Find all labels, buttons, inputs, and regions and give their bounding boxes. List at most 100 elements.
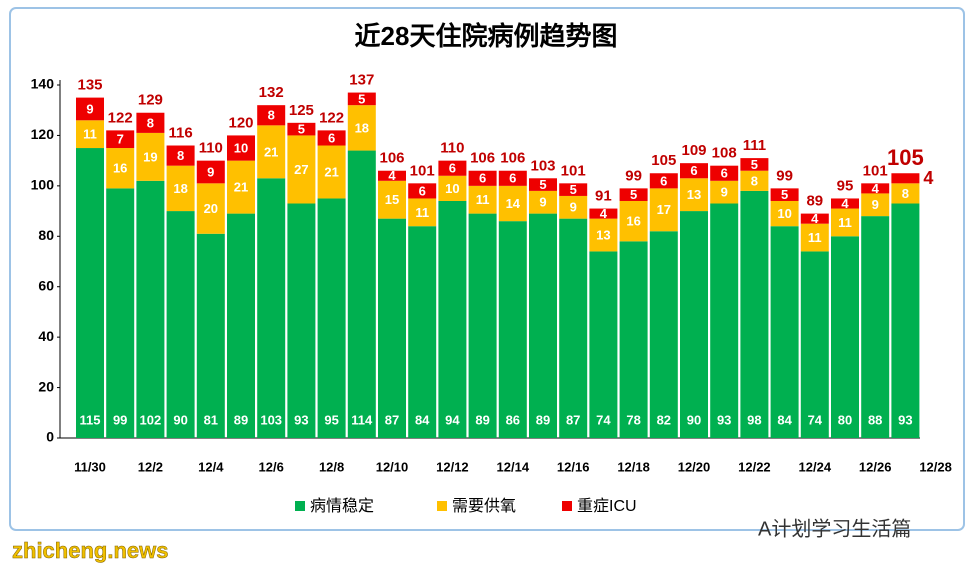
bar-segment — [710, 165, 739, 181]
y-tick-label: 120 — [31, 126, 55, 142]
total-label: 105 — [887, 145, 924, 170]
value-label: 8 — [147, 115, 154, 130]
value-label: 5 — [781, 187, 788, 202]
value-label: 5 — [751, 157, 758, 172]
bar-segment — [166, 165, 195, 212]
value-label: 84 — [415, 412, 430, 427]
bar-segment — [589, 208, 618, 219]
bar-segment — [106, 148, 135, 189]
bar-segment — [861, 183, 890, 194]
y-tick-label: 40 — [38, 328, 54, 344]
bar-segment — [438, 160, 467, 176]
bar-segment — [438, 200, 467, 438]
bar-segment — [227, 160, 255, 214]
value-label: 8 — [751, 173, 758, 188]
value-label: 78 — [626, 412, 640, 427]
bar-segment — [166, 145, 195, 166]
bar-segment — [559, 218, 588, 438]
value-label: 93 — [717, 412, 731, 427]
y-tick-label: 80 — [38, 227, 54, 243]
bar-segment — [76, 97, 104, 121]
bar-segment — [106, 188, 135, 438]
total-label: 89 — [806, 193, 823, 210]
value-label: 103 — [260, 412, 282, 427]
x-tick-label: 12/14 — [497, 459, 530, 474]
bar-segment — [529, 178, 557, 191]
bar-segment — [408, 198, 437, 227]
value-label: 99 — [113, 412, 127, 427]
bar-segment — [196, 233, 225, 438]
bar-segment — [649, 188, 678, 232]
value-label: 80 — [838, 412, 852, 427]
bar-segment — [559, 195, 588, 219]
bar-segment — [257, 178, 286, 439]
bar-segment — [498, 170, 527, 186]
bar-segment — [347, 92, 376, 106]
value-label: 4 — [388, 168, 396, 183]
value-label: 4 — [923, 168, 933, 188]
total-label: 105 — [651, 152, 676, 169]
bar-segment — [529, 190, 557, 214]
value-label: 114 — [351, 412, 373, 427]
bar-segment — [770, 226, 799, 438]
bar-segment — [317, 145, 346, 199]
bar-segment — [106, 130, 135, 149]
value-label: 15 — [385, 192, 399, 207]
value-label: 4 — [811, 211, 819, 226]
x-tick-label: 12/24 — [799, 459, 832, 474]
legend-swatch — [562, 501, 572, 511]
x-tick-label: 12/20 — [678, 459, 711, 474]
bar-segment — [136, 180, 165, 439]
legend-label: 病情稳定 — [310, 497, 374, 515]
watermark: zhicheng.news — [12, 538, 168, 563]
chart-title: 近28天住院病例趋势图 — [355, 21, 618, 51]
x-tick-label: 12/28 — [919, 459, 952, 474]
value-label: 6 — [449, 161, 456, 176]
bar-segment — [800, 213, 829, 224]
y-tick-label: 100 — [31, 177, 55, 193]
value-label: 5 — [298, 122, 305, 137]
value-label: 90 — [687, 412, 701, 427]
value-label: 11 — [808, 230, 822, 245]
total-label: 110 — [199, 140, 223, 157]
value-label: 93 — [898, 412, 912, 427]
value-label: 93 — [294, 412, 308, 427]
value-label: 89 — [234, 412, 248, 427]
value-label: 8 — [268, 108, 275, 123]
value-label: 11 — [83, 127, 97, 142]
bar-segment — [347, 150, 376, 439]
x-tick-label: 12/16 — [557, 459, 590, 474]
bar-segment — [408, 183, 437, 199]
bar-segment — [831, 208, 859, 237]
value-label: 18 — [173, 181, 187, 196]
bar-segment — [196, 183, 225, 234]
value-label: 10 — [777, 206, 791, 221]
value-label: 88 — [868, 412, 882, 427]
value-label: 87 — [566, 412, 580, 427]
x-tick-label: 12/8 — [319, 459, 344, 474]
total-label: 116 — [168, 124, 192, 141]
value-label: 5 — [570, 182, 577, 197]
total-label: 91 — [595, 188, 612, 205]
bar-segment — [770, 188, 799, 201]
bar-segment — [76, 148, 104, 439]
bar-segment — [166, 211, 195, 438]
value-label: 13 — [596, 227, 610, 242]
value-label: 89 — [475, 412, 489, 427]
bar-segment — [710, 203, 739, 438]
legend-label: 需要供氧 — [452, 497, 516, 515]
total-label: 103 — [530, 157, 555, 174]
value-label: 4 — [600, 206, 608, 221]
value-label: 74 — [808, 412, 823, 427]
value-label: 82 — [657, 412, 671, 427]
value-label: 9 — [721, 185, 728, 200]
value-label: 5 — [358, 91, 365, 106]
bar-segment — [649, 231, 678, 438]
bar-segment — [800, 251, 829, 438]
value-label: 6 — [721, 166, 728, 181]
value-label: 6 — [328, 130, 335, 145]
bar-segment — [529, 213, 557, 438]
bar-segment — [619, 188, 648, 201]
y-tick-label: 140 — [31, 76, 55, 92]
